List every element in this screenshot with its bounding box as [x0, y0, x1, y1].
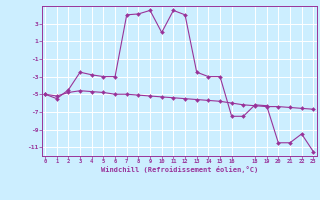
X-axis label: Windchill (Refroidissement éolien,°C): Windchill (Refroidissement éolien,°C) — [100, 166, 258, 173]
